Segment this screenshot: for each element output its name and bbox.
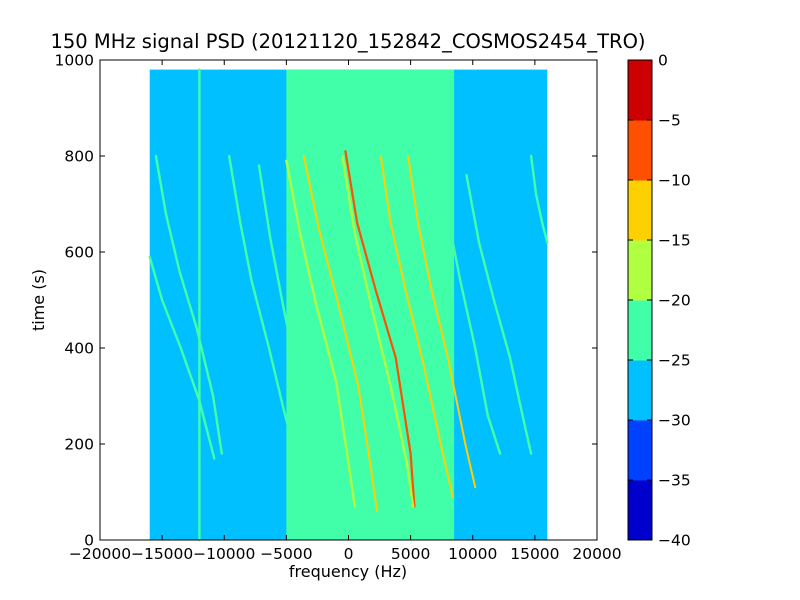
- signal-trace-11: [436, 154, 502, 455]
- colorbar-segment: [628, 360, 652, 421]
- x-tick-label: 5000: [391, 545, 430, 563]
- x-tick-label: 0: [344, 545, 354, 563]
- y-axis-label: time (s): [29, 269, 48, 331]
- colorbar-tick-label: −30: [658, 412, 691, 430]
- colorbar-tick-label: −40: [658, 532, 691, 550]
- x-axis-label: frequency (Hz): [289, 562, 407, 581]
- y-tick-label: 400: [64, 340, 94, 358]
- x-tick-label: 10000: [448, 545, 497, 563]
- plot-area: −20000 −15000 −10000 −5000 0 5000 10000 15000 20…: [55, 52, 622, 564]
- y-tick-label: 0: [84, 532, 94, 550]
- x-tick-label: −5000: [260, 545, 312, 563]
- x-tick-label: 15000: [510, 545, 559, 563]
- colorbar-tick-label: −15: [658, 232, 691, 250]
- signal-trace-1: [302, 155, 379, 513]
- colorbar-segment: [628, 300, 652, 361]
- signal-trace-9: [154, 154, 224, 455]
- colorbar-tick-label: −10: [658, 172, 691, 190]
- x-tick-label: −20000: [69, 545, 131, 563]
- signal-trace-4: [407, 155, 477, 489]
- y-tick-label: 800: [64, 148, 94, 166]
- colorbar-segment: [628, 420, 652, 481]
- signal-trace-10: [148, 255, 216, 460]
- colorbar-tick-label: 0: [658, 52, 668, 70]
- x-tick-label: −10000: [193, 545, 255, 563]
- x-tick-label: −15000: [131, 545, 193, 563]
- colorbar-tick-label: −5: [658, 112, 681, 130]
- signal-trace-6: [285, 159, 356, 508]
- colorbar-segment: [628, 180, 652, 241]
- chart-title: 150 MHz signal PSD (20121120_152842_COSM…: [50, 30, 645, 53]
- signal-trace-13: [529, 154, 549, 244]
- y-tick-label: 600: [64, 244, 94, 262]
- colorbar-tick-label: −25: [658, 352, 691, 370]
- colorbar-segment: [628, 120, 652, 181]
- colorbar-segment: [628, 480, 652, 541]
- signal-trace-7: [257, 164, 308, 426]
- signal-trace-12: [465, 173, 533, 455]
- signal-trace-3: [379, 155, 454, 498]
- signal-trace-5: [341, 154, 415, 508]
- y-tick-label: 1000: [55, 52, 94, 70]
- colorbar-segment: [628, 60, 652, 121]
- colorbar: −40 −35 −30 −25 −20 −15 −10 −5 0: [627, 52, 691, 550]
- colorbar-tick-label: −35: [658, 472, 691, 490]
- y-tick-label: 200: [64, 436, 94, 454]
- x-tick-label: 20000: [572, 545, 621, 563]
- signal-trace-2: [344, 150, 416, 508]
- colorbar-segment: [628, 240, 652, 301]
- signal-trace-8: [227, 154, 295, 450]
- colorbar-tick-label: −20: [658, 292, 691, 310]
